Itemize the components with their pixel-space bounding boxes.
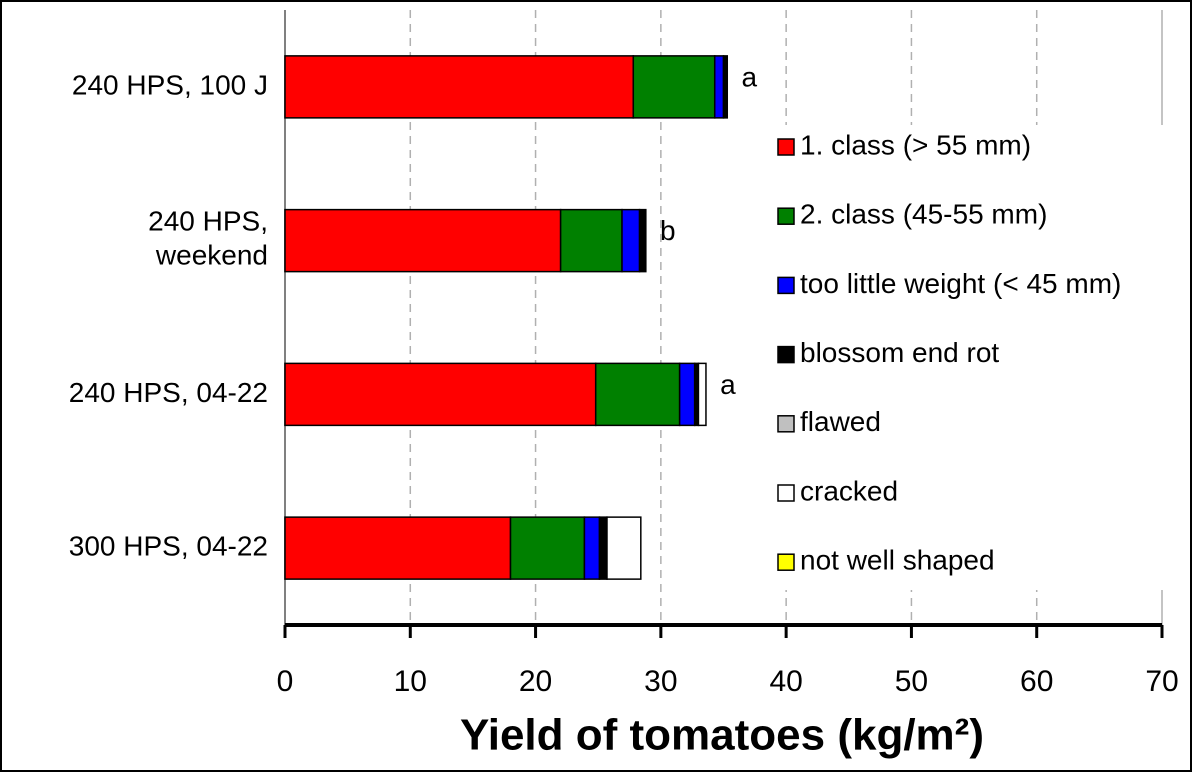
bar-segment <box>638 208 647 273</box>
bar-segment <box>583 516 601 580</box>
bar-segment <box>606 516 642 580</box>
legend-label: cracked <box>800 475 898 506</box>
bar-segment <box>284 208 562 273</box>
bar-segment <box>632 55 716 119</box>
x-tick-label: 50 <box>895 665 928 698</box>
x-tick-label: 10 <box>394 665 427 698</box>
bar-segment <box>722 55 729 119</box>
legend-label: 2. class (45-55 mm) <box>800 199 1047 230</box>
legend-swatch <box>777 484 795 502</box>
x-tick-label: 40 <box>769 665 802 698</box>
annotation: a <box>720 369 736 400</box>
x-tick-label: 0 <box>277 665 294 698</box>
legend-label: too little weight (< 45 mm) <box>800 268 1121 299</box>
annotation: a <box>741 61 757 92</box>
legend-swatch <box>777 207 795 225</box>
y-tick-label: 240 HPS, 04-22 <box>69 377 268 408</box>
legend-swatch <box>777 276 795 295</box>
bar-segment <box>284 55 635 119</box>
x-tick-label: 60 <box>1020 665 1053 698</box>
x-tick-label: 70 <box>1145 665 1178 698</box>
y-tick-label: 300 HPS, 04-22 <box>69 531 268 562</box>
bar-segment <box>284 516 512 580</box>
bar-segment <box>697 362 707 427</box>
legend-label: not well shaped <box>800 545 995 576</box>
legend-swatch <box>777 345 795 364</box>
legend-swatch <box>777 553 795 571</box>
y-tick-label: 240 HPS, 100 J <box>72 69 268 100</box>
legend-swatch <box>777 415 795 433</box>
legend-label: flawed <box>800 406 881 437</box>
bar-segment <box>678 362 696 427</box>
legend-swatch <box>777 138 795 156</box>
x-axis-label: Yield of tomatoes (kg/m²) <box>460 711 984 760</box>
bar-segment <box>621 208 641 273</box>
bar-segment <box>598 516 608 580</box>
legend-label: blossom end rot <box>800 337 999 368</box>
x-tick-label: 30 <box>644 665 677 698</box>
bar-segment <box>559 208 623 273</box>
legend-label: 1. class (> 55 mm) <box>800 129 1031 160</box>
y-tick-label: 240 HPS, weekend <box>148 206 268 271</box>
bar-segment <box>509 516 586 580</box>
bar-segment <box>284 362 597 427</box>
bar-segment <box>594 362 681 427</box>
annotation: b <box>660 215 676 246</box>
legend-box <box>770 125 1182 590</box>
x-tick-label: 20 <box>519 665 552 698</box>
bar-segment <box>713 55 725 119</box>
